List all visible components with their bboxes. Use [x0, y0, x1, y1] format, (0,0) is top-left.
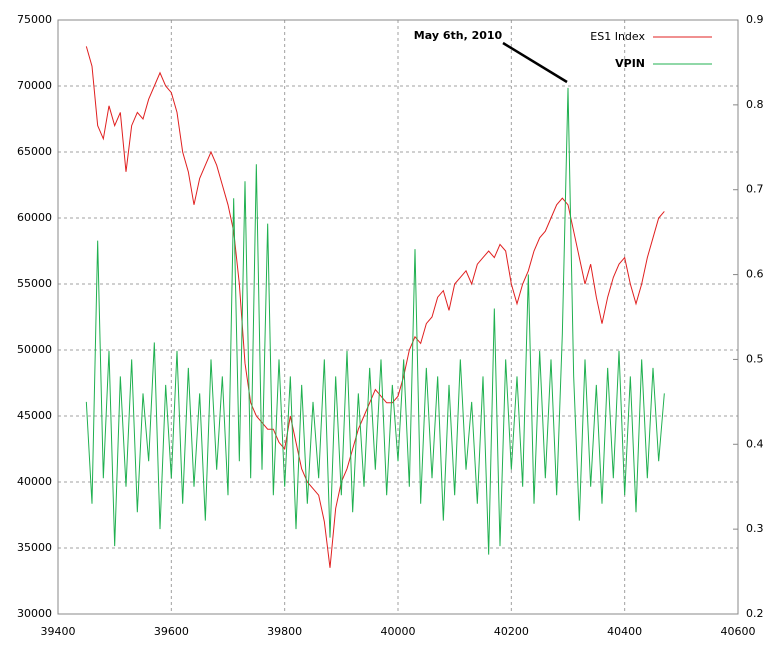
plot-frame — [57, 19, 739, 615]
series-line — [85, 87, 665, 555]
y2-tick-label: 0.7 — [746, 183, 764, 196]
y-tick-label: 65000 — [17, 145, 52, 158]
y-tick-label: 45000 — [17, 409, 52, 422]
y2-tick-label: 0.5 — [746, 352, 764, 365]
y2-tick-label: 0.2 — [746, 607, 764, 620]
y-tick-label: 40000 — [17, 475, 52, 488]
y2-tick-label: 0.6 — [746, 268, 764, 281]
y-tick-label: 35000 — [17, 541, 52, 554]
y-tick-label: 70000 — [17, 79, 52, 92]
y-tick-label: 50000 — [17, 343, 52, 356]
x-tick-label: 39600 — [154, 625, 189, 638]
y-tick-label: 60000 — [17, 211, 52, 224]
y-tick-label: 55000 — [17, 277, 52, 290]
x-tick-label: 39800 — [267, 625, 302, 638]
x-tick-label: 40200 — [494, 625, 529, 638]
y2-tick-label: 0.4 — [746, 437, 764, 450]
legend-label: ES1 Index — [590, 30, 645, 43]
y2-tick-label: 0.3 — [746, 522, 764, 535]
x-tick-label: 39400 — [41, 625, 76, 638]
series-line — [85, 46, 665, 568]
y2-tick-label: 0.8 — [746, 98, 764, 111]
annotation-arrow — [502, 41, 568, 84]
annotation: May 6th, 2010 — [414, 29, 503, 42]
legend-label: VPIN — [615, 57, 645, 70]
x-tick-label: 40400 — [607, 625, 642, 638]
y-tick-label: 75000 — [17, 13, 52, 26]
x-tick-label: 40000 — [381, 625, 416, 638]
x-tick-label: 40600 — [721, 625, 756, 638]
y-tick-label: 30000 — [17, 607, 52, 620]
y2-tick-label: 0.9 — [746, 13, 764, 26]
